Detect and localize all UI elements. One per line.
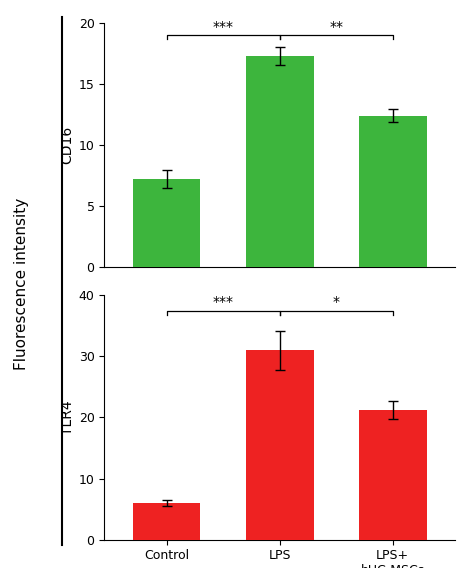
Y-axis label: TLR4: TLR4 — [61, 400, 74, 435]
Bar — [359, 115, 427, 267]
Bar — [133, 503, 201, 540]
Bar — [133, 179, 201, 267]
Text: **: ** — [329, 20, 343, 34]
Text: ***: *** — [212, 20, 234, 34]
Bar — [246, 56, 314, 267]
Bar — [359, 410, 427, 540]
Text: Fluorescence intensity: Fluorescence intensity — [14, 198, 29, 370]
Bar — [246, 350, 314, 540]
Y-axis label: CD16: CD16 — [61, 126, 74, 164]
Text: ***: *** — [212, 295, 234, 310]
Text: *: * — [333, 295, 340, 310]
